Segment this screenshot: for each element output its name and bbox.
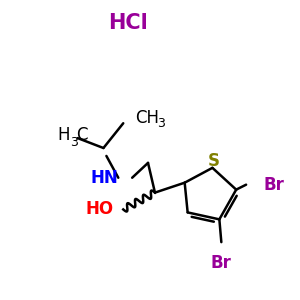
Text: H: H <box>57 126 70 144</box>
Text: S: S <box>207 152 219 170</box>
Text: HN: HN <box>91 169 118 187</box>
Text: HO: HO <box>85 200 113 218</box>
Text: C: C <box>76 126 87 144</box>
Text: 3: 3 <box>157 117 165 130</box>
Text: 3: 3 <box>70 136 78 148</box>
Text: HCl: HCl <box>108 13 148 33</box>
Text: Br: Br <box>211 254 232 272</box>
Text: CH: CH <box>135 109 159 127</box>
Text: Br: Br <box>264 176 285 194</box>
